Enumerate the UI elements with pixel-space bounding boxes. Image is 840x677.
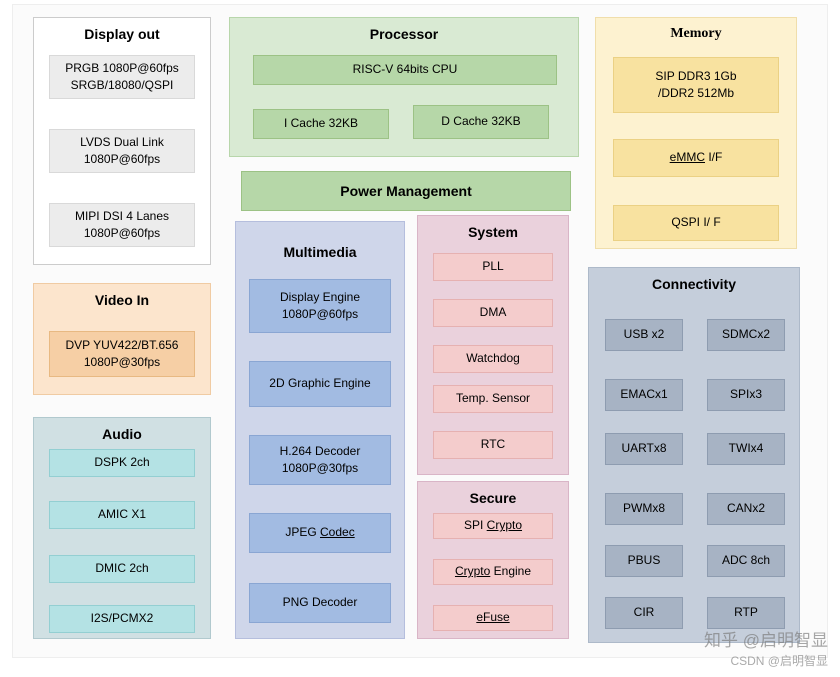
h264-line2: 1080P@30fps <box>282 460 358 477</box>
item-i2s: I2S/PCMX2 <box>49 605 195 633</box>
png-label: PNG Decoder <box>283 594 358 611</box>
watermark-csdn: CSDN @启明智显 <box>730 652 828 669</box>
item-amic: AMIC X1 <box>49 501 195 529</box>
wdg-label: Watchdog <box>466 350 520 367</box>
spi-label: SPIx3 <box>730 386 762 403</box>
item-mipi: MIPI DSI 4 Lanes 1080P@60fps <box>49 203 195 247</box>
item-ddr: SIP DDR3 1Gb /DDR2 512Mb <box>613 57 779 113</box>
g2d-label: 2D Graphic Engine <box>269 375 370 392</box>
usb-label: USB x2 <box>624 326 665 343</box>
item-display-engine: Display Engine 1080P@60fps <box>249 279 391 333</box>
panel-power: Power Management <box>241 171 571 211</box>
twi-label: TWIx4 <box>729 440 764 457</box>
item-spi: SPIx3 <box>707 379 785 411</box>
dspk-label: DSPK 2ch <box>94 454 149 471</box>
item-cpu: RISC-V 64bits CPU <box>253 55 557 85</box>
item-emac: EMACx1 <box>605 379 683 411</box>
block-diagram: Display out PRGB 1080P@60fps SRGB/18080/… <box>12 4 828 658</box>
crypto-engine-label: Crypto Engine <box>455 563 531 580</box>
icache-label: I Cache 32KB <box>284 115 358 132</box>
item-h264: H.264 Decoder 1080P@30fps <box>249 435 391 485</box>
processor-title: Processor <box>230 18 578 42</box>
emac-label: EMACx1 <box>620 386 667 403</box>
secure-title: Secure <box>418 482 568 506</box>
mipi-line2: 1080P@60fps <box>84 225 160 242</box>
item-watchdog: Watchdog <box>433 345 553 373</box>
item-efuse: eFuse <box>433 605 553 631</box>
efuse-label: eFuse <box>476 609 509 626</box>
adc-label: ADC 8ch <box>722 552 770 569</box>
dmic-label: DMIC 2ch <box>95 560 148 577</box>
sdmc-label: SDMCx2 <box>722 326 770 343</box>
video-in-title: Video In <box>34 284 210 308</box>
item-can: CANx2 <box>707 493 785 525</box>
item-adc: ADC 8ch <box>707 545 785 577</box>
dma-label: DMA <box>480 304 507 321</box>
item-usb: USB x2 <box>605 319 683 351</box>
prgb-line1: PRGB 1080P@60fps <box>65 60 179 77</box>
lvds-line1: LVDS Dual Link <box>80 134 164 151</box>
item-cir: CIR <box>605 597 683 629</box>
pbus-label: PBUS <box>628 552 661 569</box>
item-uart: UARTx8 <box>605 433 683 465</box>
memory-title: Memory <box>596 18 796 42</box>
display-out-title: Display out <box>34 18 210 42</box>
item-qspi: QSPI I/ F <box>613 205 779 241</box>
amic-label: AMIC X1 <box>98 506 146 523</box>
can-label: CANx2 <box>727 500 765 517</box>
qspi-label: QSPI I/ F <box>671 214 720 231</box>
de-line2: 1080P@60fps <box>282 306 358 323</box>
rtp-label: RTP <box>734 604 758 621</box>
item-emmc: eMMC I/F <box>613 139 779 177</box>
power-title: Power Management <box>340 181 471 201</box>
item-pll: PLL <box>433 253 553 281</box>
ddr-line1: SIP DDR3 1Gb <box>655 68 736 85</box>
item-pbus: PBUS <box>605 545 683 577</box>
item-lvds: LVDS Dual Link 1080P@60fps <box>49 129 195 173</box>
multimedia-title: Multimedia <box>236 222 404 260</box>
pll-label: PLL <box>482 258 503 275</box>
watermark-zhihu: 知乎 @启明智显 <box>704 626 828 651</box>
dvp-line2: 1080P@30fps <box>84 354 160 371</box>
mipi-line1: MIPI DSI 4 Lanes <box>75 208 169 225</box>
emmc-label: eMMC I/F <box>670 149 723 166</box>
connectivity-title: Connectivity <box>589 268 799 292</box>
item-crypto-engine: Crypto Engine <box>433 559 553 585</box>
uart-label: UARTx8 <box>621 440 666 457</box>
item-g2d: 2D Graphic Engine <box>249 361 391 407</box>
item-dma: DMA <box>433 299 553 327</box>
spi-crypto-label: SPI Crypto <box>464 517 522 534</box>
item-prgb: PRGB 1080P@60fps SRGB/18080/QSPI <box>49 55 195 99</box>
item-jpeg: JPEG Codec <box>249 513 391 553</box>
item-sdmc: SDMCx2 <box>707 319 785 351</box>
prgb-line2: SRGB/18080/QSPI <box>71 77 174 94</box>
item-png: PNG Decoder <box>249 583 391 623</box>
jpeg-label: JPEG Codec <box>285 524 354 541</box>
h264-line1: H.264 Decoder <box>280 443 361 460</box>
item-spi-crypto: SPI Crypto <box>433 513 553 539</box>
lvds-line2: 1080P@60fps <box>84 151 160 168</box>
item-pwm: PWMx8 <box>605 493 683 525</box>
item-dmic: DMIC 2ch <box>49 555 195 583</box>
cir-label: CIR <box>634 604 655 621</box>
item-dvp: DVP YUV422/BT.656 1080P@30fps <box>49 331 195 377</box>
dvp-line1: DVP YUV422/BT.656 <box>66 337 179 354</box>
temp-label: Temp. Sensor <box>456 390 530 407</box>
item-dcache: D Cache 32KB <box>413 105 549 139</box>
i2s-label: I2S/PCMX2 <box>91 610 154 627</box>
rtc-label: RTC <box>481 436 505 453</box>
item-temp: Temp. Sensor <box>433 385 553 413</box>
item-dspk: DSPK 2ch <box>49 449 195 477</box>
item-rtp: RTP <box>707 597 785 629</box>
item-rtc: RTC <box>433 431 553 459</box>
cpu-label: RISC-V 64bits CPU <box>353 61 458 78</box>
audio-title: Audio <box>34 418 210 442</box>
item-twi: TWIx4 <box>707 433 785 465</box>
ddr-line2: /DDR2 512Mb <box>658 85 734 102</box>
system-title: System <box>418 216 568 240</box>
dcache-label: D Cache 32KB <box>441 113 520 130</box>
de-line1: Display Engine <box>280 289 360 306</box>
pwm-label: PWMx8 <box>623 500 665 517</box>
item-icache: I Cache 32KB <box>253 109 389 139</box>
